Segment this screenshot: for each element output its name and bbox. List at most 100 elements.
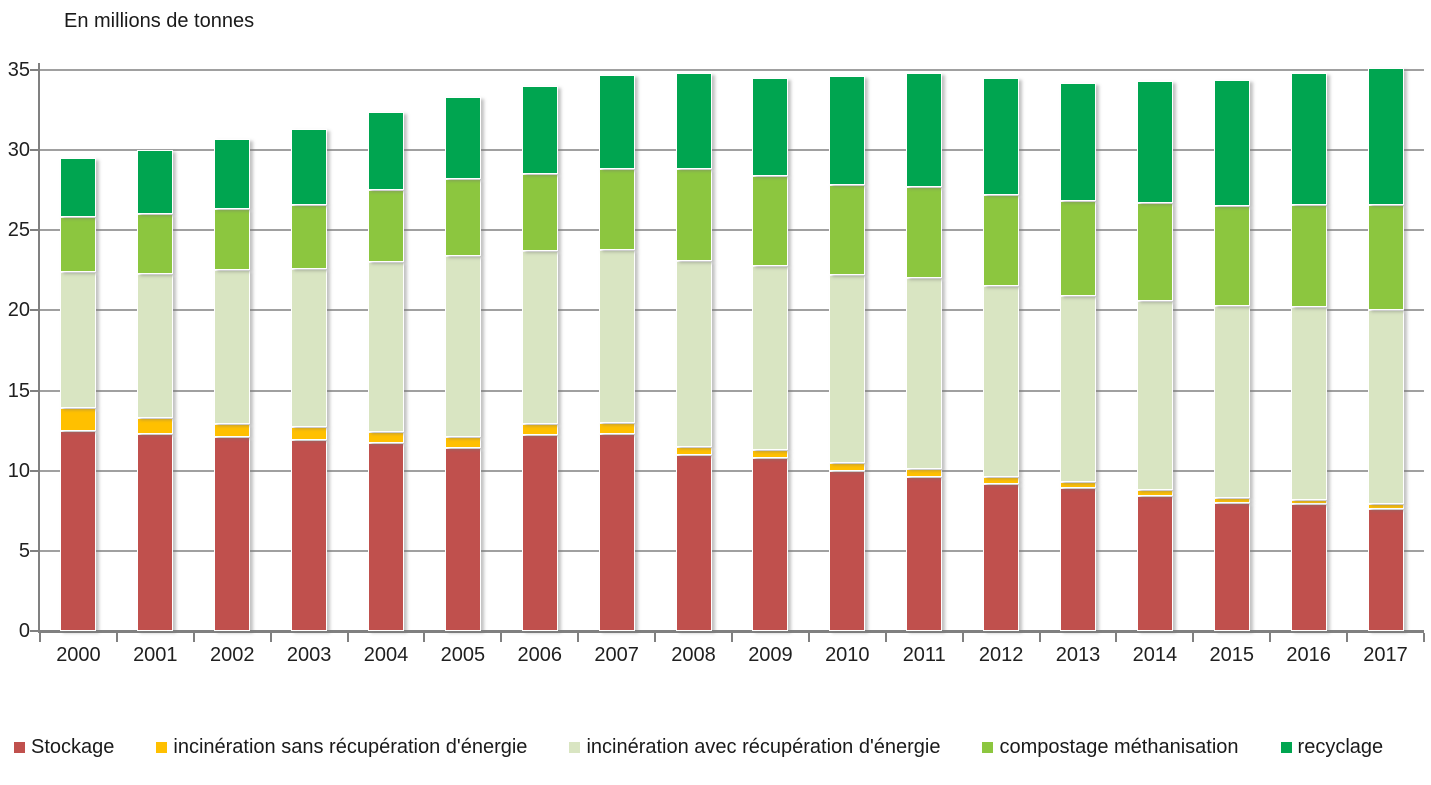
gridline [40,69,1424,71]
bar-segment-stockage-2016 [1290,504,1327,631]
bar-segment-recyclage-2013 [1060,82,1096,202]
legend-swatch [156,742,168,753]
bar-segment-compostage-2009 [752,175,789,266]
chart-title: En millions de tonnes [64,10,255,32]
x-tick-label: 2008 [671,644,716,666]
bar-segment-recyclage-2011 [906,73,943,187]
bar-segment-incinération-2017 [1367,504,1404,510]
bar-segment-incinération-2001 [137,417,174,434]
bar-segment-stockage-2012 [983,483,1020,631]
y-axis-line [38,63,40,633]
bar-segment-compostage-2007 [598,169,635,250]
bar-segment-recyclage-2001 [137,150,174,215]
bar-segment-incinération-2004 [368,432,404,444]
bar-segment-recyclage-2003 [291,129,328,205]
bar-segment-stockage-2003 [291,440,328,631]
legend-swatch [14,742,25,753]
y-axis-tick [30,389,40,392]
legend-label: recyclage [1297,736,1384,758]
bar-segment-incinération-2007 [598,249,635,423]
bar-segment-compostage-2017 [1367,204,1404,311]
legend-label: Stockage [31,736,115,758]
y-axis-tick [30,149,40,152]
bar-segment-stockage-2010 [829,470,866,631]
bar-segment-incinération-2013 [1060,296,1096,482]
gridline [40,549,1424,552]
bar-segment-recyclage-2014 [1136,81,1173,204]
bar-segment-recyclage-2015 [1213,79,1250,207]
bar-segment-recyclage-2005 [444,97,481,179]
x-tick-label: 2010 [825,644,870,666]
x-axis-tick [654,633,657,642]
y-tick-label: 35 [7,59,30,81]
y-tick-label: 10 [7,459,30,482]
y-tick-label: 30 [7,139,30,162]
bar-segment-stockage-2013 [1060,488,1096,631]
bar-segment-incinération-2001 [137,273,174,418]
bar-segment-incinération-2006 [521,424,558,436]
bar-segment-recyclage-2000 [60,158,97,218]
legend-swatch [982,742,994,753]
x-tick-label: 2011 [902,644,946,666]
bar-segment-incinération-2015 [1213,497,1250,503]
bar-segment-recyclage-2009 [752,78,789,176]
x-axis-tick [961,633,964,642]
bar-segment-incinération-2016 [1290,499,1327,505]
bar-segment-compostage-2016 [1290,204,1327,308]
bar-segment-incinération-2013 [1060,481,1096,489]
x-axis-tick [884,633,887,642]
legend-item: Stockage [14,736,114,759]
bar-segment-stockage-2001 [137,433,174,631]
legend-swatch [569,742,581,753]
bar-segment-incinération-2005 [444,255,481,438]
x-tick-label: 2013 [1055,644,1101,666]
y-tick-label: 15 [7,379,30,402]
bar-segment-recyclage-2002 [214,138,251,210]
bar-segment-recyclage-2010 [829,76,866,186]
bar-segment-compostage-2001 [137,214,174,274]
x-axis-tick [115,633,118,642]
bar-segment-compostage-2008 [675,169,712,261]
bar-segment-stockage-2000 [60,430,97,631]
legend-item: recyclage [1280,736,1384,759]
bar-segment-compostage-2002 [214,209,251,271]
legend-label: incinération avec récupération d'énergie [586,736,941,758]
y-axis-tick [30,309,40,312]
bar-segment-incinération-2009 [752,265,789,450]
legend-item: compostage méthanisation [982,736,1239,759]
x-tick-label: 2001 [133,644,178,666]
bar-segment-incinération-2010 [829,462,866,471]
bar-segment-incinération-2012 [983,477,1020,484]
y-axis-tick [30,469,40,472]
bar-segment-compostage-2015 [1213,206,1250,306]
bar-segment-incinération-2000 [60,271,97,409]
x-axis-tick [500,633,503,642]
y-axis-tick [30,69,40,71]
x-axis-tick [1269,633,1272,642]
x-tick-label: 2009 [748,644,793,666]
bar-segment-stockage-2008 [675,454,712,631]
bar-segment-incinération-2003 [291,427,328,441]
y-tick-label: 0 [18,620,30,642]
bar-segment-incinération-2003 [291,268,328,428]
bar-segment-stockage-2007 [598,433,635,631]
x-axis-tick [1423,633,1425,642]
x-axis-tick [192,633,195,642]
bar-segment-incinération-2008 [675,260,712,447]
bar-segment-compostage-2005 [444,178,481,256]
bar-segment-recyclage-2006 [521,86,558,175]
bar-segment-stockage-2002 [214,437,251,631]
bar-segment-stockage-2004 [368,443,404,631]
bar-segment-incinération-2000 [60,408,97,431]
bar-segment-stockage-2015 [1213,502,1250,631]
x-axis-tick [423,633,426,642]
y-tick-label: 20 [7,299,30,322]
y-axis-tick [30,630,40,632]
bar-segment-recyclage-2008 [675,73,712,170]
bar-segment-compostage-2006 [521,174,558,252]
bar-segment-stockage-2011 [906,477,943,631]
bar-segment-incinération-2015 [1213,305,1250,498]
y-tick-label: 25 [7,219,30,242]
x-tick-label: 2015 [1209,644,1255,666]
